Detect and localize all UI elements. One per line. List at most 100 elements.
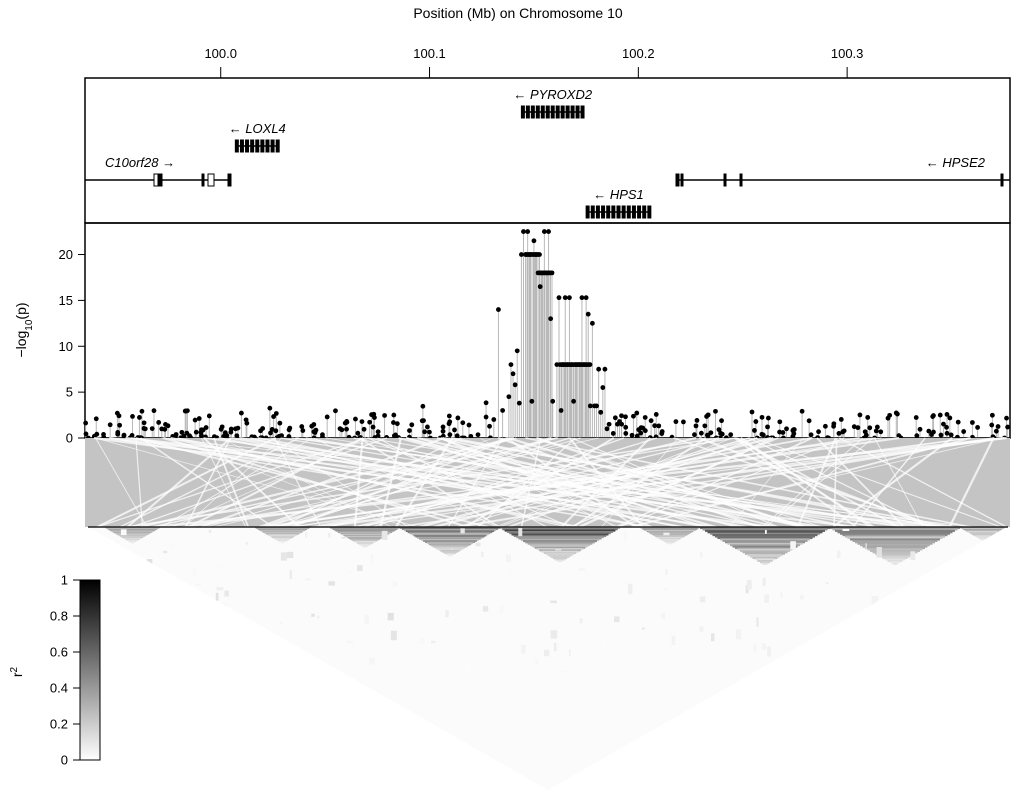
- p-value-point: [638, 430, 644, 436]
- ld-cell: [665, 541, 675, 543]
- ld-cell: [658, 537, 682, 539]
- p-value-point: [855, 425, 861, 431]
- ld-cell: [343, 534, 387, 537]
- ld-cell: [643, 528, 697, 531]
- ld-cell: [702, 528, 828, 531]
- ld-cell: [578, 568, 585, 571]
- ld-cell: [316, 615, 320, 619]
- p-value-point: [549, 270, 555, 276]
- ld-heatmap-cells: [88, 527, 1008, 790]
- ld-cell: [817, 661, 824, 664]
- exon: [270, 139, 275, 153]
- ld-cell: [923, 646, 926, 654]
- ld-cell: [127, 539, 138, 541]
- p-value-point: [420, 403, 426, 409]
- p-value-stems: [85, 231, 1010, 439]
- ld-cell: [865, 543, 867, 550]
- p-value-point: [713, 408, 718, 414]
- ld-cell: [520, 538, 600, 541]
- ld-cell: [442, 551, 458, 553]
- ld-connector: [537, 437, 823, 528]
- ld-cell: [415, 535, 485, 538]
- ld-connector: [948, 437, 995, 528]
- ld-cell: [403, 529, 497, 531]
- ld-cell: [89, 563, 96, 573]
- p-value-point: [141, 420, 147, 426]
- ld-connector: [458, 436, 995, 529]
- p-value-point: [407, 428, 412, 433]
- exon: [207, 173, 215, 187]
- ld-connector: [572, 437, 707, 528]
- ld-cell: [651, 533, 689, 535]
- ld-cell: [553, 557, 567, 560]
- ld-connector-lines: [85, 436, 1010, 529]
- p-value-point: [995, 424, 1001, 429]
- p-value-point: [107, 422, 113, 428]
- p-value-point: [483, 414, 489, 420]
- ld-cell: [263, 531, 302, 534]
- p-value-point: [483, 400, 489, 406]
- ld-cell: [623, 531, 628, 541]
- p-value-point: [865, 415, 871, 420]
- ld-cell: [860, 544, 930, 547]
- p-value-point: [550, 398, 556, 404]
- p-value-point: [784, 426, 789, 432]
- ld-cell: [401, 528, 499, 530]
- ld-cell: [465, 662, 471, 674]
- p-value-point: [716, 427, 722, 433]
- ld-cell: [347, 537, 383, 539]
- ld-cell: [890, 561, 900, 564]
- r2-tick-label: 0.2: [50, 717, 68, 732]
- exon: [580, 105, 585, 119]
- ld-cell: [880, 555, 910, 558]
- ld-cell: [413, 534, 487, 537]
- ld-cell: [195, 668, 199, 677]
- p-value-point: [518, 252, 524, 257]
- ld-cell: [381, 530, 388, 540]
- ld-cell: [686, 673, 688, 681]
- r2-colorbar: [79, 579, 101, 761]
- ld-cell: [419, 537, 481, 540]
- p-value-point: [83, 420, 89, 426]
- x-axis-ticks: 100.0 100.1 100.2 100.3: [204, 46, 863, 78]
- p-value-point: [269, 427, 275, 432]
- ld-cell: [653, 534, 687, 537]
- ld-cell: [245, 542, 249, 545]
- ld-cell: [146, 559, 153, 567]
- ld-cell: [480, 551, 484, 558]
- ld-cell: [568, 649, 571, 656]
- ld-connector: [852, 437, 926, 528]
- p-value-point: [556, 295, 562, 301]
- ld-cell: [409, 532, 491, 535]
- p-value-point: [344, 426, 349, 432]
- exon: [525, 105, 530, 119]
- ld-cell: [657, 536, 683, 539]
- ld-cell: [644, 529, 696, 531]
- r2-tick-label: 0.4: [50, 681, 68, 696]
- p-value-point: [579, 295, 585, 301]
- ld-cell: [274, 537, 291, 540]
- ld-cell: [509, 569, 512, 579]
- ld-cell: [355, 541, 375, 543]
- p-value-point: [652, 423, 658, 429]
- p-value-point: [598, 409, 604, 415]
- ld-cell: [872, 551, 918, 554]
- ld-cell: [195, 584, 201, 586]
- p-value-point: [587, 362, 593, 368]
- p-value-point: [218, 426, 224, 432]
- ld-cell: [357, 565, 363, 571]
- p-value-point: [355, 430, 361, 436]
- ld-connector: [377, 437, 548, 528]
- y-tick-label: 10: [59, 339, 73, 354]
- ld-cell: [737, 548, 793, 551]
- ld-cell: [1001, 631, 1004, 636]
- ld-cell: [169, 544, 175, 550]
- p-value-point: [394, 421, 400, 427]
- ld-cell: [539, 549, 581, 552]
- ld-cell: [981, 539, 984, 541]
- r2-tick-label: 1: [61, 573, 68, 588]
- exon: [555, 105, 560, 119]
- p-value-point: [619, 413, 624, 419]
- p-value-point: [258, 428, 263, 434]
- exon: [201, 173, 205, 187]
